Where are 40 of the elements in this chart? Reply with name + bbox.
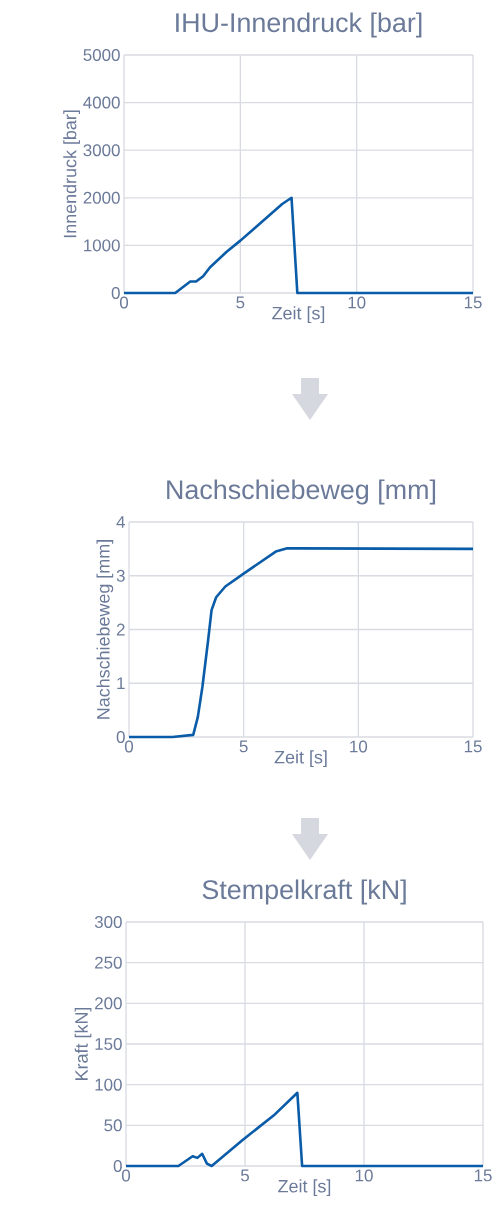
x-tick-label: 5 — [236, 296, 245, 309]
x-tick-label: 10 — [348, 296, 366, 309]
y-tick-label: 250 — [95, 956, 122, 969]
y-tick-label: 0 — [113, 1160, 122, 1172]
line-series — [122, 196, 475, 295]
chart-title: IHU-Innendruck [bar] — [176, 12, 422, 38]
y-tick-label: 2000 — [83, 191, 120, 204]
y-tick-label: 0 — [111, 286, 120, 299]
y-tick-label: 150 — [95, 1038, 122, 1050]
y-tick-label: 0 — [116, 731, 125, 743]
y-tick-label: 300 — [94, 916, 122, 928]
x-tick-label: 0 — [124, 740, 134, 753]
x-tick-label: 15 — [464, 740, 482, 753]
x-tick-label: 5 — [239, 740, 248, 753]
y-tick-label: 2 — [116, 623, 125, 636]
y-tick-label: 5000 — [83, 48, 120, 61]
y-axis-title: Nachschiebeweg [mm] — [96, 540, 114, 719]
y-tick-label: 3000 — [83, 144, 120, 157]
y-tick-label: 1 — [117, 677, 125, 690]
y-tick-label: 4 — [116, 516, 125, 528]
y-tick-label: 4000 — [83, 96, 120, 109]
x-axis-title: Zeit [s] — [274, 750, 327, 768]
x-tick-label: 15 — [474, 1169, 492, 1182]
y-tick-label: 3 — [116, 569, 125, 582]
x-tick-label: 15 — [464, 296, 482, 309]
chart-title: Nachschiebeweg [mm] — [167, 479, 436, 505]
y-tick-label: 50 — [104, 1119, 122, 1132]
x-axis-title: Zeit [s] — [272, 306, 325, 324]
x-tick-label: 5 — [240, 1169, 249, 1182]
chart-title: Stempelkraft [kN] — [202, 879, 406, 905]
y-axis-title: Innendruck [bar] — [63, 110, 80, 238]
line-series — [124, 1091, 485, 1168]
y-tick-label: 100 — [95, 1078, 122, 1091]
y-axis-title: Kraft [kN] — [74, 1007, 92, 1080]
y-tick-label: 200 — [95, 997, 122, 1010]
x-tick-label: 10 — [350, 740, 368, 753]
y-tick-label: 1000 — [84, 239, 120, 252]
x-axis-title: Zeit [s] — [278, 1179, 331, 1197]
line-series — [127, 547, 475, 739]
x-tick-label: 10 — [355, 1169, 373, 1182]
